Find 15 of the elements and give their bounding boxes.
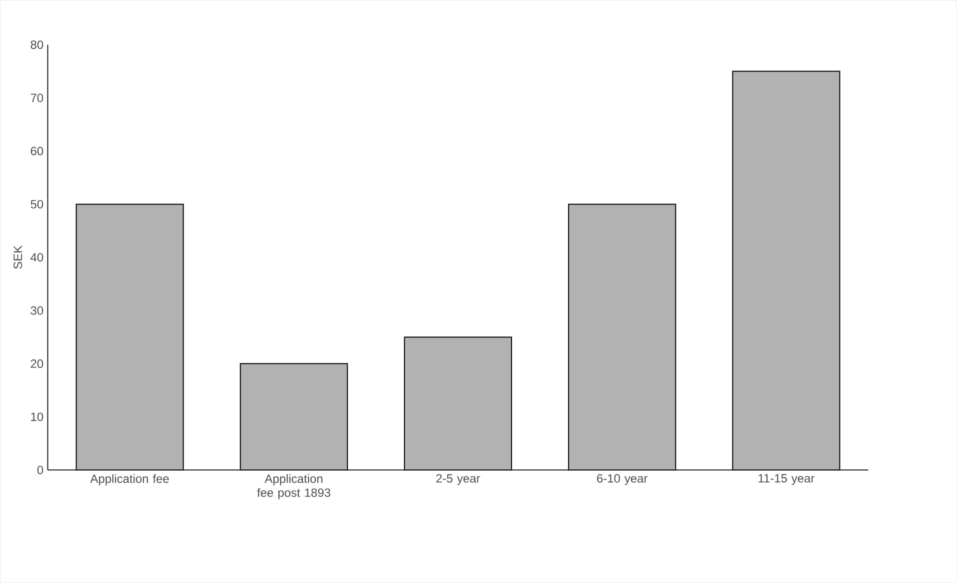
x-tick-label: Application fee: [90, 474, 169, 486]
x-tick-label: Application fee post 1893: [257, 474, 330, 500]
y-tick-label: 80: [30, 40, 44, 50]
y-tick-label: 0: [37, 466, 44, 474]
y-tick-label: 10: [31, 412, 44, 422]
y-tick-label: 20: [30, 360, 44, 368]
x-tick-label: 6-10 year: [597, 474, 648, 486]
y-tick-label: 40: [30, 253, 44, 262]
y-tick-label: 60: [30, 146, 44, 156]
y-axis-title: SEK: [14, 246, 22, 269]
y-tick-label: 30: [30, 306, 44, 315]
x-tick-label: 11-15 year: [758, 474, 814, 486]
y-tick-label: 50: [30, 200, 44, 209]
x-tick-label: 2-5 year: [436, 474, 480, 486]
y-tick-label: 70: [30, 94, 44, 102]
